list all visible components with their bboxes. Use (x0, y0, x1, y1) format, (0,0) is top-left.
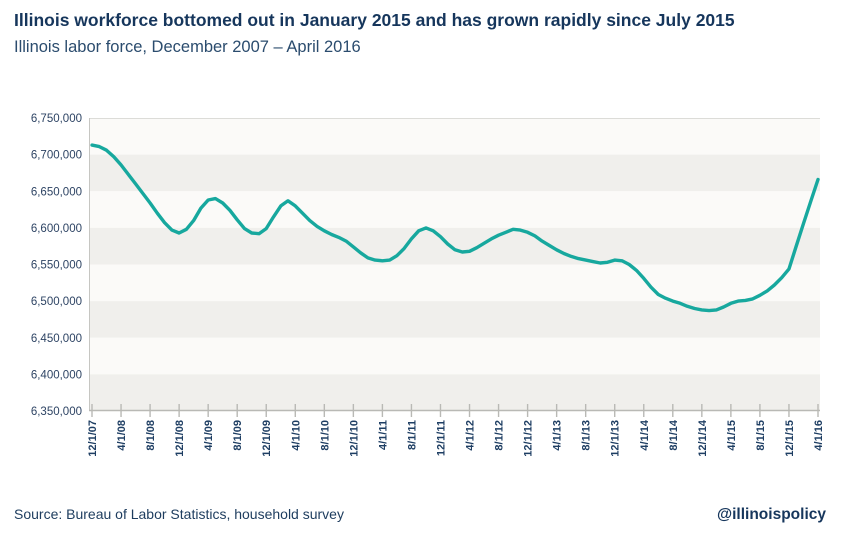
source-note: Source: Bureau of Labor Statistics, hous… (14, 506, 344, 522)
svg-text:6,400,000: 6,400,000 (31, 369, 82, 381)
svg-text:6,500,000: 6,500,000 (31, 296, 82, 308)
svg-text:8/1/08: 8/1/08 (145, 420, 157, 451)
x-axis: 12/1/07 4/1/08 8/1/08 12/1/08 4/1/09 8/1/09 12… (87, 404, 825, 457)
svg-text:12/1/09: 12/1/09 (261, 420, 273, 457)
labor-force-line (90, 143, 820, 313)
chart-subtitle: Illinois labor force, December 2007 – Ap… (14, 38, 361, 56)
svg-text:12/1/10: 12/1/10 (348, 420, 360, 457)
svg-text:6,650,000: 6,650,000 (31, 186, 82, 198)
svg-text:6,600,000: 6,600,000 (31, 223, 82, 235)
svg-text:12/1/11: 12/1/11 (435, 420, 447, 456)
chart-footer: Source: Bureau of Labor Statistics, hous… (14, 506, 826, 524)
svg-text:8/1/15: 8/1/15 (755, 420, 767, 451)
chart-header: Illinois workforce bottomed out in Janua… (14, 8, 826, 58)
svg-text:4/1/09: 4/1/09 (203, 420, 215, 451)
svg-text:8/1/14: 8/1/14 (668, 419, 680, 450)
svg-text:6,450,000: 6,450,000 (31, 333, 82, 345)
background-bands (90, 118, 820, 411)
svg-text:8/1/13: 8/1/13 (581, 420, 593, 451)
svg-text:4/1/15: 4/1/15 (726, 420, 738, 451)
svg-text:12/1/12: 12/1/12 (523, 420, 535, 457)
svg-text:8/1/09: 8/1/09 (232, 420, 244, 451)
svg-text:6,550,000: 6,550,000 (31, 260, 82, 272)
svg-text:6,750,000: 6,750,000 (31, 113, 82, 125)
y-axis: 6,750,000 6,700,000 6,650,000 6,600,000 6,55… (31, 113, 90, 418)
svg-text:12/1/08: 12/1/08 (174, 420, 186, 457)
svg-text:4/1/16: 4/1/16 (813, 420, 825, 451)
svg-text:6,700,000: 6,700,000 (31, 150, 82, 162)
chart-title: Illinois workforce bottomed out in Janua… (14, 10, 735, 30)
svg-text:4/1/13: 4/1/13 (552, 420, 564, 451)
svg-text:8/1/12: 8/1/12 (494, 420, 506, 451)
svg-text:8/1/11: 8/1/11 (406, 420, 418, 450)
svg-text:12/1/15: 12/1/15 (784, 420, 796, 457)
svg-text:8/1/10: 8/1/10 (319, 420, 331, 451)
svg-text:4/1/08: 4/1/08 (116, 420, 128, 451)
svg-text:6,350,000: 6,350,000 (31, 406, 82, 418)
svg-text:4/1/11: 4/1/11 (377, 420, 389, 450)
twitter-handle: @illinoispolicy (717, 506, 826, 523)
svg-text:4/1/10: 4/1/10 (290, 420, 302, 451)
svg-text:12/1/14: 12/1/14 (697, 419, 709, 457)
svg-text:4/1/12: 4/1/12 (465, 420, 477, 451)
svg-text:12/1/13: 12/1/13 (610, 420, 622, 457)
svg-text:4/1/14: 4/1/14 (639, 419, 651, 450)
svg-text:12/1/07: 12/1/07 (87, 420, 99, 457)
